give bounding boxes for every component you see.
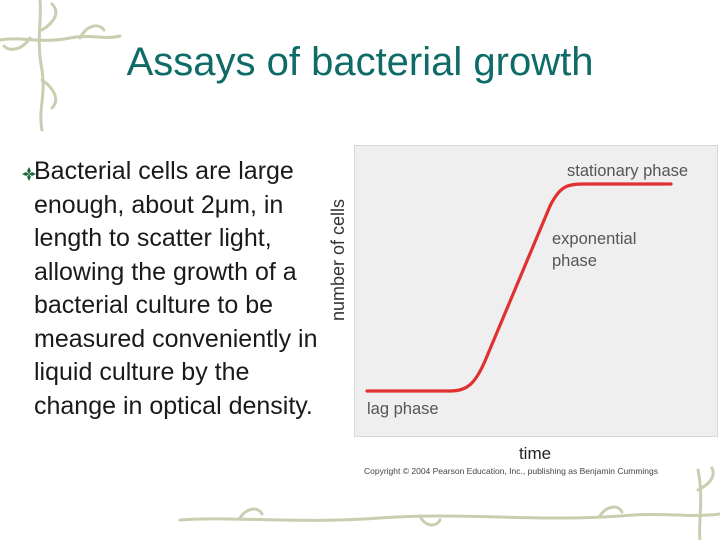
growth-curve-plot: stationary phase exponential phase lag p… xyxy=(365,162,688,418)
stationary-phase-label: stationary phase xyxy=(567,162,688,180)
x-axis-label: time xyxy=(518,444,552,463)
exponential-phase-label-line2: phase xyxy=(552,252,597,270)
diamond-bullet-icon xyxy=(22,167,36,181)
growth-curve-line xyxy=(365,182,673,393)
growth-curve-figure: stationary phase exponential phase lag p… xyxy=(354,145,718,437)
lag-phase-label: lag phase xyxy=(367,400,439,418)
exponential-phase-label-line1: exponential xyxy=(552,230,636,248)
figure-copyright: Copyright © 2004 Pearson Education, Inc.… xyxy=(364,466,659,476)
y-axis-label: number of cells xyxy=(328,198,348,322)
bullet-text: Bacterial cells are large enough, about … xyxy=(34,157,318,420)
slide-title: Assays of bacterial growth xyxy=(126,40,594,84)
